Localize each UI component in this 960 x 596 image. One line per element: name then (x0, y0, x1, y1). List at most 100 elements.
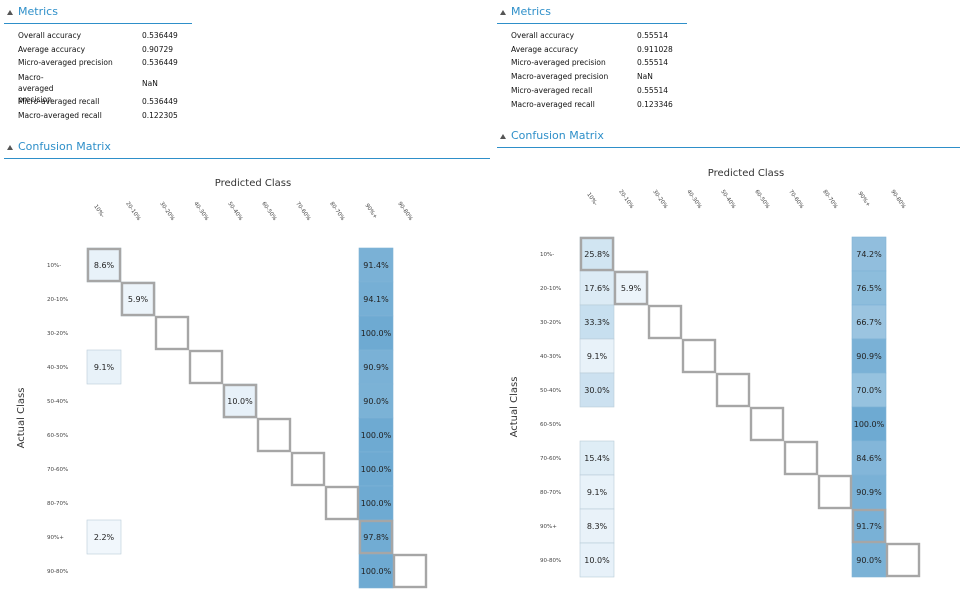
diagonal-highlight (358, 519, 394, 555)
column-label: 90%+ (364, 203, 379, 221)
matrix-cell (579, 440, 615, 476)
metric-value: 0.911028 (637, 45, 673, 54)
column-label: 10%- (92, 204, 105, 219)
cell-value: 30.0% (584, 386, 610, 395)
diagonal-highlight (817, 474, 853, 510)
row-label: 80-70% (47, 501, 68, 507)
cell-value: 90.9% (363, 363, 389, 372)
metric-label: Micro-averaged precision (18, 58, 113, 67)
row-label: 50-40% (540, 388, 561, 394)
diagonal-highlight (86, 247, 122, 283)
metric-label: Macro-averaged recall (511, 100, 595, 109)
actual-class-label: Actual Class (509, 377, 520, 438)
metric-label: Micro-averaged recall (18, 97, 100, 106)
matrix-cell (851, 236, 887, 272)
metric-value: 0.536449 (142, 97, 178, 106)
column-label: 20-10% (617, 189, 634, 210)
cell-value: 100.0% (361, 431, 392, 440)
metric-label: Macro-averaged recall (18, 111, 102, 120)
cell-value: 5.9% (621, 284, 642, 293)
matrix-cell (851, 372, 887, 408)
metric-value: 0.90729 (142, 45, 174, 54)
collapse-triangle-icon[interactable] (500, 10, 506, 15)
row-label: 40-30% (47, 365, 68, 371)
matrix-cell (579, 338, 615, 374)
row-label: 90-80% (540, 558, 561, 564)
metric-value: 0.122305 (142, 111, 178, 120)
metric-label: Average accuracy (18, 45, 86, 54)
cell-value: 100.0% (361, 329, 392, 338)
column-label: 60-50% (753, 189, 770, 210)
cell-value: 8.6% (94, 261, 115, 270)
cell-value: 100.0% (361, 499, 392, 508)
matrix-cell (358, 383, 394, 419)
metrics-title: Metrics (18, 5, 58, 18)
cell-value: 10.0% (584, 556, 610, 565)
cell-value: 84.6% (856, 454, 882, 463)
row-label: 20-10% (47, 297, 68, 303)
metrics-header-left[interactable]: Metrics (4, 5, 192, 24)
column-label: 90-80% (396, 201, 413, 222)
cell-value: 91.4% (363, 261, 389, 270)
metric-label: Macro-averaged precision (18, 73, 54, 104)
diagonal-highlight (579, 236, 615, 272)
metric-label: Macro-averaged precision (511, 72, 609, 81)
metrics-header-right[interactable]: Metrics (497, 5, 687, 24)
cell-value: 2.2% (94, 533, 115, 542)
column-label: 70-60% (294, 201, 311, 222)
matrix-cell (851, 440, 887, 476)
matrix-cell (579, 542, 615, 578)
cell-value: 76.5% (856, 284, 882, 293)
column-label: 30-20% (651, 189, 668, 210)
collapse-triangle-icon[interactable] (500, 134, 506, 139)
diagonal-highlight (851, 508, 887, 544)
matrix-cell (358, 349, 394, 385)
matrix-cell (579, 474, 615, 510)
cell-value: 25.8% (584, 250, 610, 259)
confusion-matrix-title: Confusion Matrix (18, 140, 111, 153)
matrix-cell (358, 417, 394, 453)
confusion-matrix-title: Confusion Matrix (511, 129, 604, 142)
confusion-matrix-header-right[interactable]: Confusion Matrix (497, 129, 960, 148)
row-label: 90-80% (47, 569, 68, 575)
metric-value: NaN (637, 72, 653, 81)
column-label: 80-70% (328, 201, 345, 222)
diagonal-highlight (681, 338, 717, 374)
row-label: 70-60% (47, 467, 68, 473)
row-label: 70-60% (540, 456, 561, 462)
matrix-cell (86, 349, 122, 385)
confusion-matrix-left: Predicted Class Actual Class 10%- 20-10% 30-… (16, 178, 428, 589)
confusion-matrix-header-left[interactable]: Confusion Matrix (4, 140, 490, 159)
row-label: 50-40% (47, 399, 68, 405)
row-label: 30-20% (47, 331, 68, 337)
cell-value: 9.1% (587, 488, 608, 497)
metric-value: 0.55514 (637, 58, 669, 67)
matrix-cell (851, 338, 887, 374)
cell-value: 15.4% (584, 454, 610, 463)
cell-value: 100.0% (854, 420, 885, 429)
cell-value: 9.1% (587, 352, 608, 361)
collapse-triangle-icon[interactable] (7, 10, 13, 15)
cell-value: 17.6% (584, 284, 610, 293)
cell-value: 9.1% (94, 363, 115, 372)
row-label: 60-50% (47, 433, 68, 439)
row-label: 90%+ (47, 535, 64, 541)
row-label: 20-10% (540, 286, 561, 292)
matrix-cell (86, 519, 122, 555)
row-label: 30-20% (540, 320, 561, 326)
cell-value: 90.0% (363, 397, 389, 406)
column-label: 90-80% (889, 189, 906, 210)
column-label: 30-20% (158, 201, 175, 222)
cell-value: 100.0% (361, 567, 392, 576)
diagonal-highlight (324, 485, 360, 521)
row-label: 40-30% (540, 354, 561, 360)
matrix-cell (358, 247, 394, 283)
matrix-cell (222, 383, 258, 419)
cell-value: 33.3% (584, 318, 610, 327)
metric-label: Average accuracy (511, 45, 579, 54)
diagonal-highlight (154, 315, 190, 351)
matrix-cell (358, 315, 394, 351)
cell-value: 8.3% (587, 522, 608, 531)
cell-value: 70.0% (856, 386, 882, 395)
collapse-triangle-icon[interactable] (7, 145, 13, 150)
